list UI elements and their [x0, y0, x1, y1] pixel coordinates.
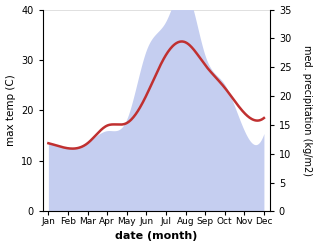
Y-axis label: med. precipitation (kg/m2): med. precipitation (kg/m2) — [302, 45, 313, 176]
Y-axis label: max temp (C): max temp (C) — [5, 75, 16, 146]
X-axis label: date (month): date (month) — [115, 231, 197, 242]
